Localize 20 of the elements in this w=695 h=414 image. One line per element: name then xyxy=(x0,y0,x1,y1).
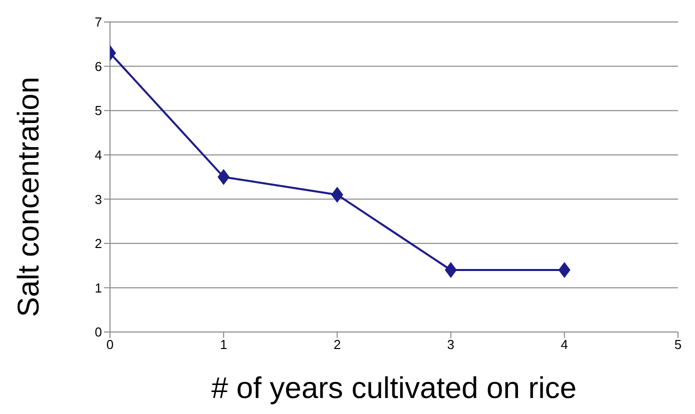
point xyxy=(444,262,457,278)
x-tick-label: 5 xyxy=(674,337,682,352)
point xyxy=(331,186,344,203)
x-tick-label: 2 xyxy=(334,337,341,352)
y-tick-label: 5 xyxy=(94,103,102,118)
x-tick-label: 4 xyxy=(560,337,568,352)
y-tick-label: 7 xyxy=(94,14,102,30)
point xyxy=(218,169,230,185)
x-axis-title: # of years cultivated on rice xyxy=(211,372,577,405)
x-tick-label: 3 xyxy=(447,337,454,352)
point xyxy=(558,262,570,278)
y-tick-label: 1 xyxy=(94,280,102,296)
y-tick-label: 0 xyxy=(94,324,102,340)
y-tick-label: 3 xyxy=(94,192,102,207)
x-tick-label: 1 xyxy=(220,337,228,352)
y-axis-title: Salt concentration xyxy=(12,76,46,317)
y-tick-label: 4 xyxy=(94,147,102,162)
x-tick-label: 0 xyxy=(106,337,114,352)
y-tick-label: 6 xyxy=(94,58,102,74)
y-tick-label: 2 xyxy=(94,236,102,252)
